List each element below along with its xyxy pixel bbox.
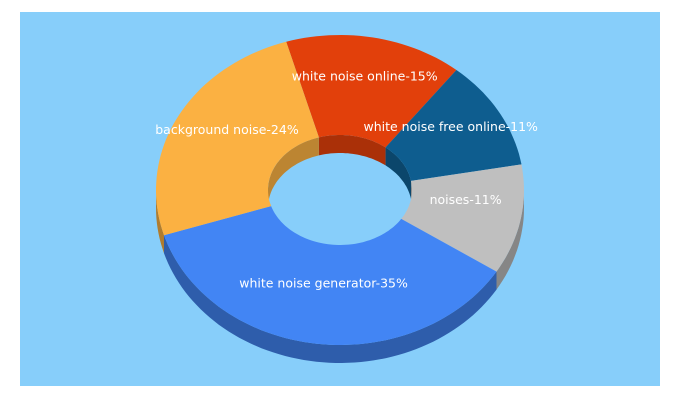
- slice-label: white noise online-15%: [292, 68, 438, 83]
- slice-inner-side: [385, 147, 411, 199]
- slice-label: white noise generator-35%: [239, 276, 408, 291]
- donut-slice: [401, 164, 524, 272]
- donut-slice: [385, 70, 522, 181]
- slice-side: [496, 190, 524, 290]
- slice-side: [164, 235, 497, 363]
- slice-inner-side: [268, 137, 319, 208]
- slice-inner-side: [318, 135, 386, 166]
- donut-slice: [156, 41, 319, 236]
- donut-slice: [286, 35, 457, 148]
- donut-slice: [164, 206, 497, 345]
- slice-label: background noise-24%: [155, 122, 299, 137]
- slice-label: noises-11%: [430, 192, 502, 207]
- slice-side: [156, 190, 164, 254]
- slice-label: white noise free online-11%: [363, 119, 538, 134]
